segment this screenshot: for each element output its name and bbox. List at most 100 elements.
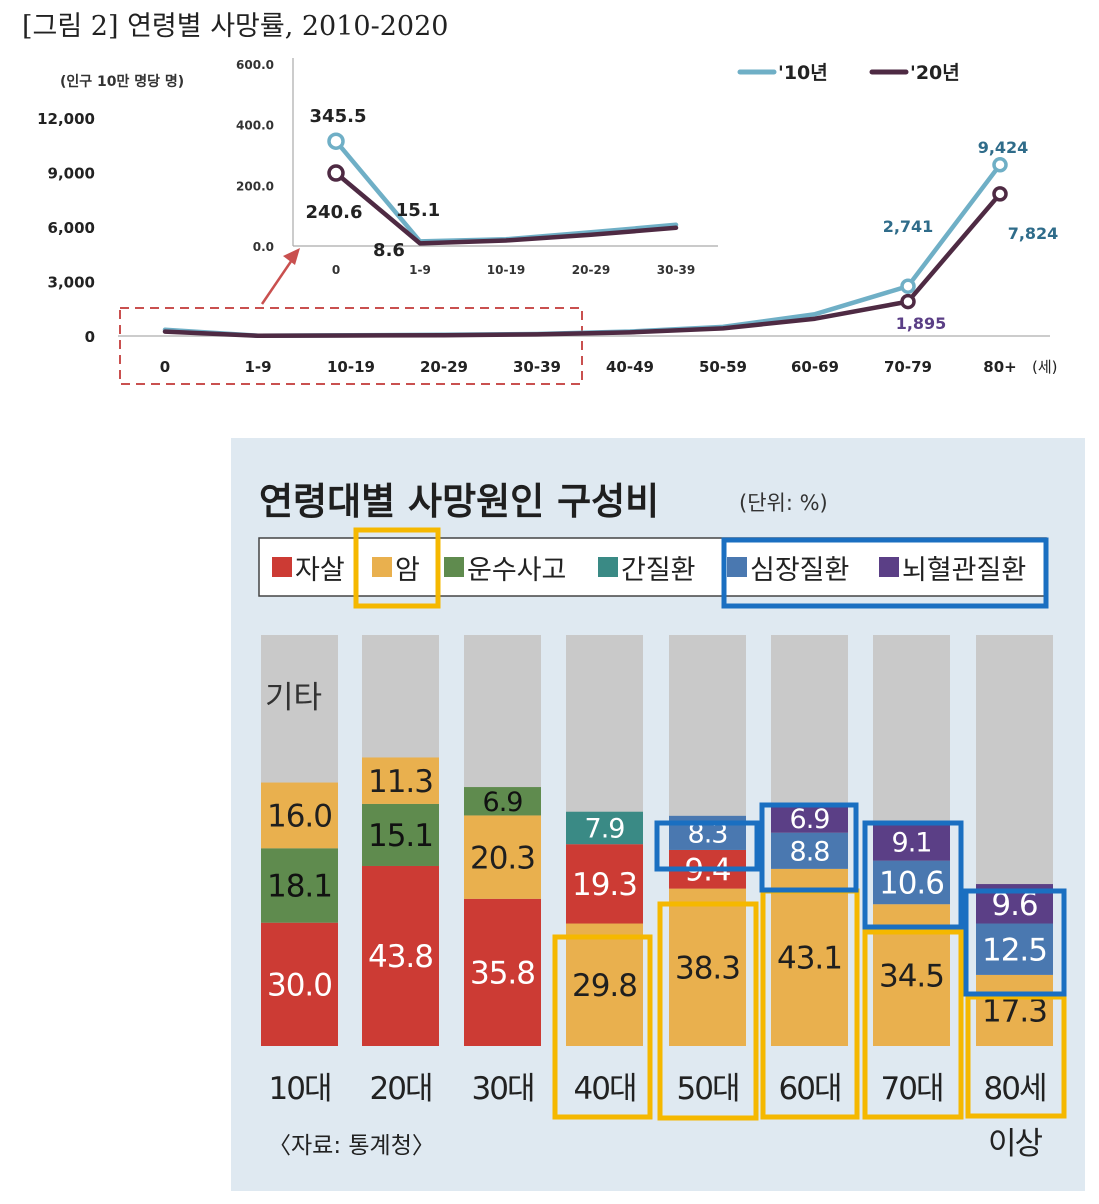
zoom-highlight-box [119, 307, 583, 385]
y-tick-label: 6,000 [48, 219, 95, 237]
data-label: 12.5 [982, 932, 1047, 968]
legend-label: 암 [395, 555, 420, 586]
data-label: 9,424 [978, 138, 1029, 157]
y-tick-label: 3,000 [48, 274, 95, 292]
inset-series-line [333, 170, 679, 246]
other-label: 기타 [265, 680, 322, 716]
highlight-box-cancer [353, 527, 441, 609]
legend-swatch [879, 557, 899, 577]
data-label: 34.5 [879, 958, 944, 994]
bar-segment [873, 823, 950, 861]
data-label: 43.1 [777, 941, 842, 977]
x-axis-unit: (세) [1032, 358, 1058, 376]
inset-y-tick-label: 0.0 [253, 240, 274, 254]
inset-data-label: 345.5 [310, 106, 367, 127]
data-label: 6.9 [790, 804, 830, 835]
data-label: 29.8 [572, 968, 637, 1004]
data-label: 20.3 [470, 840, 535, 876]
legend-label: 자살 [295, 555, 345, 586]
bar-segment [261, 782, 338, 849]
x-tick-label: 60-69 [791, 358, 839, 376]
data-label: 17.3 [982, 994, 1047, 1030]
data-label: 10.6 [879, 866, 944, 902]
data-label: 6.9 [483, 787, 523, 818]
category-label: 10대 [269, 1071, 331, 1107]
legend-swatch [727, 557, 747, 577]
data-label: 7.9 [585, 814, 625, 845]
bar-segment [771, 804, 848, 833]
bar-segment [261, 922, 338, 1046]
category-label: 60대 [779, 1071, 841, 1107]
bar-segment [362, 803, 439, 866]
legend-swatch [444, 557, 464, 577]
legend-label: 운수사고 [467, 555, 566, 586]
legend-label: 뇌혈관질환 [902, 555, 1026, 586]
inset-y-tick-label: 600.0 [236, 58, 274, 72]
bar-segment [566, 923, 643, 1046]
series-line-2010 [162, 162, 1003, 338]
highlight-box-cancer [552, 934, 653, 1120]
chart-title: 연령대별 사망원인 구성비 [259, 480, 659, 523]
data-label: 1,895 [896, 314, 947, 333]
category-label: 80세 [984, 1071, 1046, 1107]
x-tick-label: 1-9 [244, 358, 271, 376]
zoom-arrow-head [283, 248, 300, 265]
series-marker [900, 278, 916, 294]
legend-label: '20년 [910, 62, 960, 84]
source-note: 〈자료: 통계청〉 [268, 1133, 435, 1159]
legend-swatch [372, 557, 392, 577]
inset-y-tick-label: 200.0 [236, 179, 274, 193]
bar-segment [464, 787, 541, 816]
category-label: 70대 [881, 1071, 943, 1107]
zoom-arrow-line [260, 253, 298, 305]
bar-segment [976, 974, 1053, 1046]
data-label: 2,741 [883, 217, 934, 236]
series-line-2020 [162, 191, 1003, 339]
series-marker [992, 186, 1008, 202]
category-label: 50대 [677, 1071, 739, 1107]
x-tick-label: 0 [160, 358, 170, 376]
x-tick-label: 20-29 [420, 358, 468, 376]
category-label: 30대 [472, 1071, 534, 1107]
highlight-box-cardio [721, 537, 1049, 609]
inset-series-line [333, 138, 679, 244]
data-label: 19.3 [572, 867, 637, 903]
inset-data-label: 8.6 [373, 240, 405, 261]
y-axis-label: (인구 10만 명당 명) [60, 73, 184, 90]
bar-segment [873, 860, 950, 905]
highlight-box-cancer [862, 929, 964, 1120]
category-label: 이상 [988, 1126, 1043, 1162]
highlight-box-cardio [654, 820, 760, 872]
x-tick-label: 50-59 [699, 358, 747, 376]
legend-label: '10년 [778, 62, 828, 84]
highlight-box-cancer [657, 901, 759, 1121]
category-label: 20대 [370, 1071, 432, 1107]
highlight-box-cardio [759, 802, 859, 893]
category-label: 40대 [574, 1071, 636, 1107]
bar-segment [669, 888, 746, 1046]
legend-swatch [272, 557, 292, 577]
bar-segment [464, 815, 541, 899]
y-tick-label: 9,000 [48, 165, 95, 183]
data-label: 15.1 [368, 818, 433, 854]
data-label: 11.3 [368, 764, 433, 800]
line-chart: (인구 10만 명당 명) 12,000 9,000 6,000 3,000 0 0 1-9 1… [37, 58, 1058, 385]
series-marker [992, 157, 1008, 173]
inset-x-tick-label: 30-39 [657, 263, 695, 277]
inset-series-marker [327, 164, 345, 182]
bar-segment [976, 923, 1053, 975]
highlight-box-cardio [862, 820, 964, 930]
inset-data-label: 240.6 [306, 202, 363, 223]
inset-x-tick-label: 0 [332, 263, 340, 277]
y-tick-label: 0 [85, 328, 95, 346]
data-label: 16.0 [267, 799, 332, 835]
inset-y-tick-label: 400.0 [236, 119, 274, 133]
bar-segment [566, 844, 643, 924]
legend-label: 간질환 [621, 555, 696, 586]
data-label: 38.3 [675, 950, 740, 986]
x-tick-label: 80+ [983, 358, 1016, 376]
inset-data-label: 15.1 [396, 200, 440, 221]
data-label: 9.1 [892, 828, 932, 859]
bar-segment [771, 832, 848, 869]
chart-unit: (단위: %) [739, 491, 828, 515]
